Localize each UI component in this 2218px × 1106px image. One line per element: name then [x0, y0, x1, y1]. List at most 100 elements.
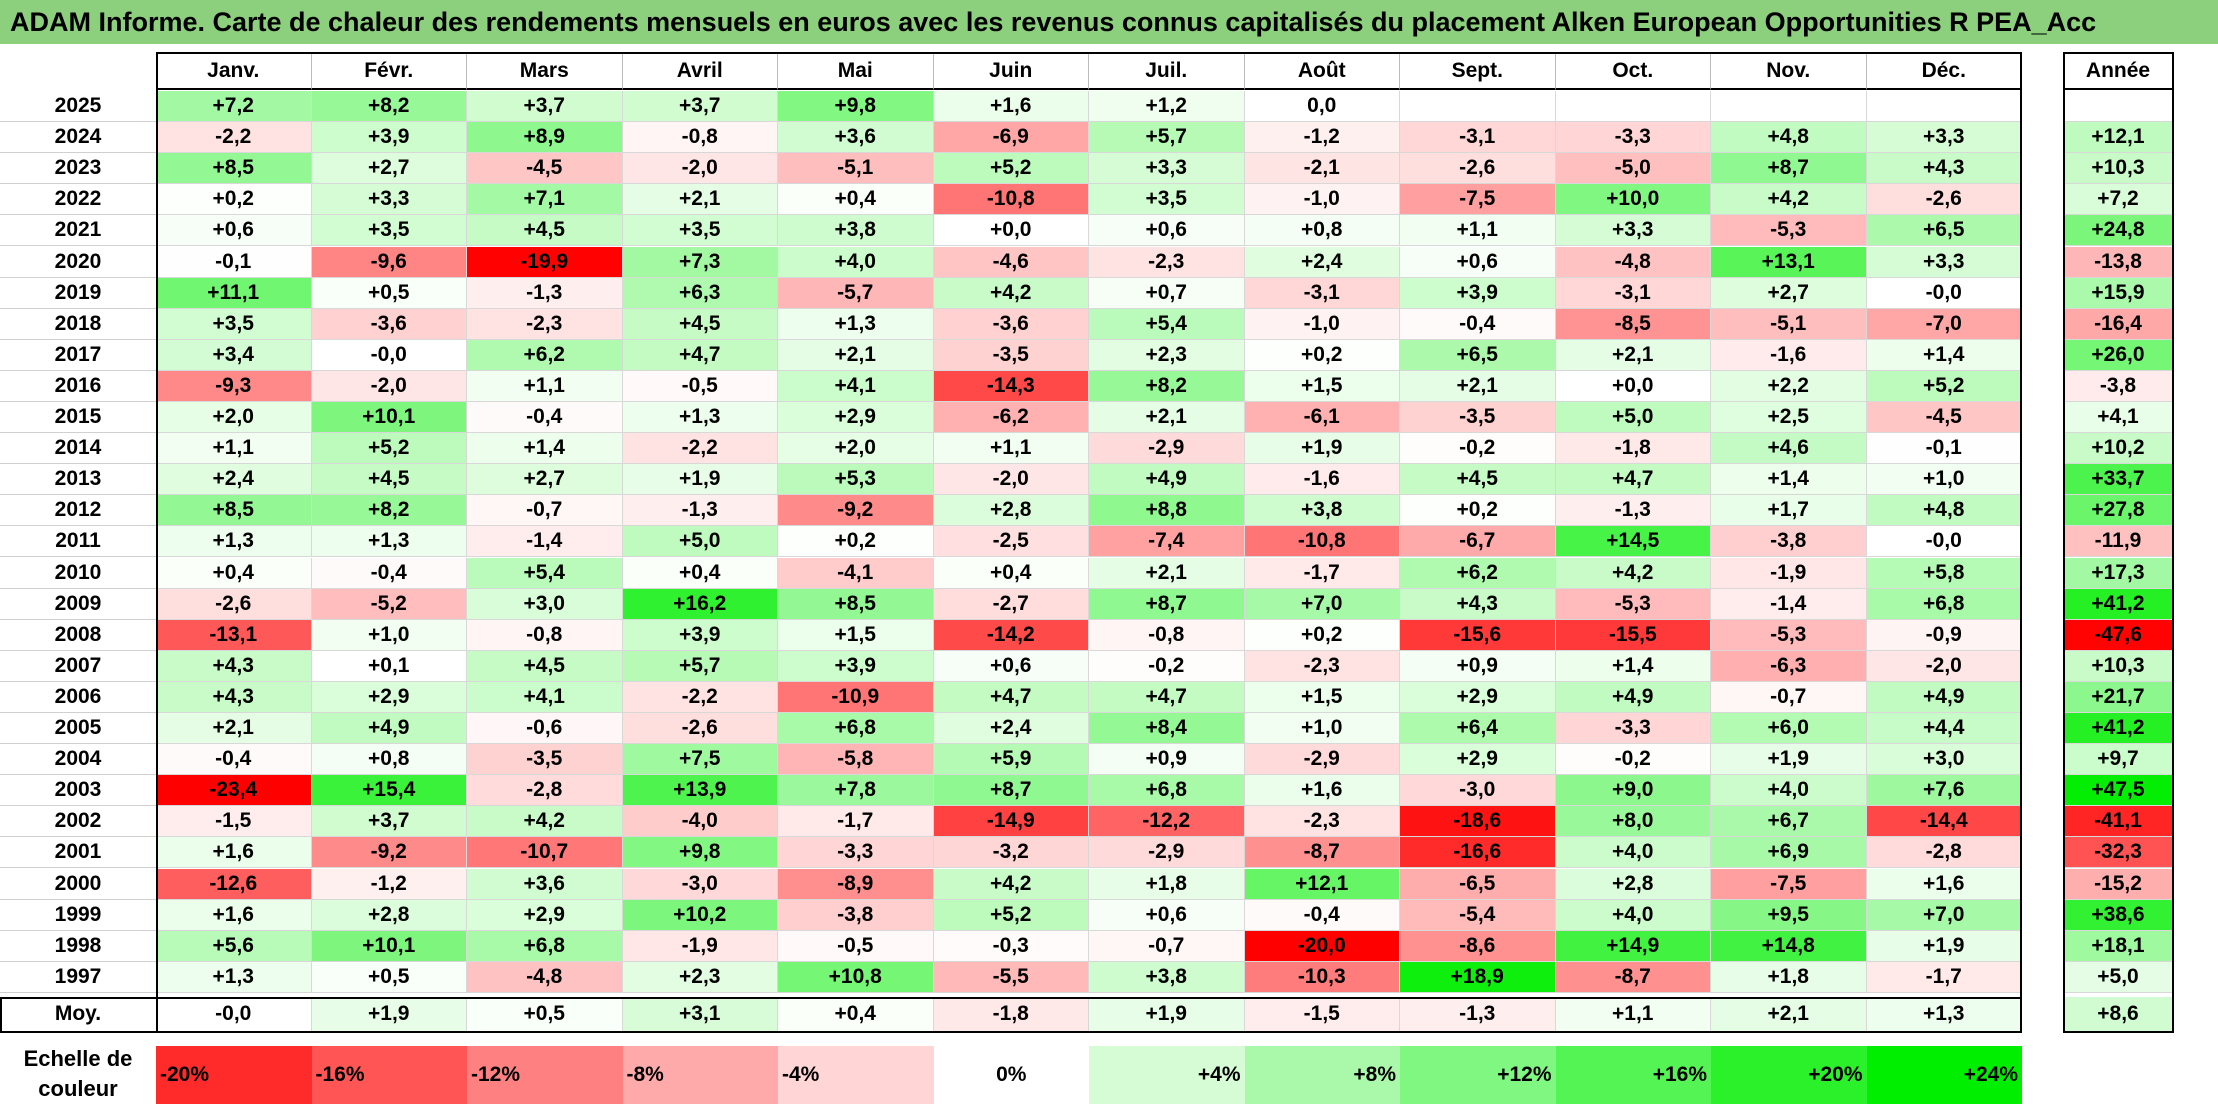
heatmap-cell: +1,3 [311, 526, 467, 558]
heatmap-cell: -3,5 [467, 744, 623, 776]
heatmap-cell: +0,6 [1400, 246, 1556, 278]
heatmap-cell: +1,9 [1866, 930, 2022, 962]
heatmap-cell: +0,6 [156, 215, 312, 247]
heatmap-cell: +5,0 [1555, 402, 1711, 434]
heatmap-cell: -0,7 [467, 495, 623, 527]
annual-cell: +33,7 [2063, 464, 2174, 496]
heatmap-cell: +6,8 [778, 713, 934, 745]
heatmap-cell: +4,2 [933, 868, 1089, 900]
heatmap-cell: +4,2 [1711, 184, 1867, 216]
heatmap-cell: +3,0 [1866, 744, 2022, 776]
heatmap-cell: +8,2 [1089, 370, 1245, 402]
average-cell: -1,5 [1244, 996, 1400, 1033]
heatmap-cell: +6,2 [1400, 557, 1556, 589]
annual-cell: -41,1 [2063, 806, 2174, 838]
heatmap-cell: +7,2 [156, 91, 312, 123]
year-label: 2017 [0, 339, 156, 371]
average-cell: +1,1 [1555, 996, 1711, 1033]
heatmap-cell: -2,1 [1244, 153, 1400, 185]
heatmap-cell: -6,1 [1244, 402, 1400, 434]
heatmap-cell: -12,6 [156, 868, 312, 900]
heatmap-cell: -2,0 [622, 153, 778, 185]
heatmap-cell: +1,4 [1711, 464, 1867, 496]
heatmap-cell: +1,4 [1555, 650, 1711, 682]
column-header: Mai [778, 52, 934, 90]
column-header: Déc. [1866, 52, 2022, 90]
year-label: 2021 [0, 215, 156, 247]
heatmap-cell: +1,0 [1244, 713, 1400, 745]
heatmap-cell: -3,1 [1555, 277, 1711, 309]
heatmap-cell: +0,7 [1089, 277, 1245, 309]
heatmap-cell: +10,0 [1555, 184, 1711, 216]
heatmap-cell: +7,6 [1866, 775, 2022, 807]
heatmap-cell: +1,6 [156, 837, 312, 869]
heatmap-cell: -1,3 [467, 277, 623, 309]
annual-cell: +15,9 [2063, 277, 2174, 309]
average-cell: -1,3 [1400, 996, 1556, 1033]
heatmap-cell: -2,6 [1866, 184, 2022, 216]
heatmap-cell: +3,9 [778, 650, 934, 682]
heatmap-cell: -0,0 [311, 339, 467, 371]
average-label: Moy. [0, 996, 156, 1033]
year-label: 2010 [0, 557, 156, 589]
heatmap-cell: +4,8 [1866, 495, 2022, 527]
heatmap-cell: +4,2 [933, 277, 1089, 309]
year-label: 2016 [0, 370, 156, 402]
heatmap-cell: -4,8 [1555, 246, 1711, 278]
heatmap-cell: -9,2 [311, 837, 467, 869]
heatmap-cell: +4,1 [778, 370, 934, 402]
annual-cell: +7,2 [2063, 184, 2174, 216]
heatmap-cell: -8,7 [1244, 837, 1400, 869]
annual-cell: -11,9 [2063, 526, 2174, 558]
heatmap-cell: +3,9 [622, 619, 778, 651]
year-label: 2001 [0, 837, 156, 869]
heatmap-cell: +6,3 [622, 277, 778, 309]
heatmap-cell: +8,2 [311, 495, 467, 527]
heatmap-cell: +10,1 [311, 930, 467, 962]
heatmap-cell: +1,4 [1866, 339, 2022, 371]
heatmap-cell: -2,0 [311, 370, 467, 402]
heatmap-cell: +3,5 [311, 215, 467, 247]
heatmap-cell: -2,2 [622, 433, 778, 465]
year-label: 2009 [0, 588, 156, 620]
heatmap-cell: -0,4 [156, 744, 312, 776]
heatmap-cell [1711, 91, 1867, 123]
heatmap-cell: +2,1 [156, 713, 312, 745]
heatmap-cell: -16,6 [1400, 837, 1556, 869]
heatmap-cell: +8,7 [1089, 588, 1245, 620]
annual-cell: +4,1 [2063, 402, 2174, 434]
heatmap-cell: +1,7 [1711, 495, 1867, 527]
year-label: 2022 [0, 184, 156, 216]
heatmap-cell: +3,3 [1866, 246, 2022, 278]
heatmap-cell: -2,6 [156, 588, 312, 620]
heatmap-cell: -4,6 [933, 246, 1089, 278]
heatmap-cell: +4,3 [156, 650, 312, 682]
heatmap-cell: +2,1 [778, 339, 934, 371]
heatmap-cell: -2,3 [1089, 246, 1245, 278]
heatmap-cell: -6,5 [1400, 868, 1556, 900]
heatmap-cell: -0,8 [622, 122, 778, 154]
heatmap-cell: +8,5 [156, 153, 312, 185]
annual-cell: +18,1 [2063, 930, 2174, 962]
heatmap-cell: -4,8 [467, 961, 623, 993]
heatmap-cell: -9,3 [156, 370, 312, 402]
heatmap-cell: -5,4 [1400, 899, 1556, 931]
heatmap-cell: -5,3 [1711, 619, 1867, 651]
annual-cell: +10,3 [2063, 650, 2174, 682]
heatmap-cell: +4,2 [467, 806, 623, 838]
year-label: 2003 [0, 775, 156, 807]
heatmap-cell: +2,9 [1400, 744, 1556, 776]
heatmap-cell: -2,5 [933, 526, 1089, 558]
average-cell: +0,5 [467, 996, 623, 1033]
heatmap-cell: +3,5 [622, 215, 778, 247]
heatmap-cell: +6,0 [1711, 713, 1867, 745]
heatmap-cell: -10,9 [778, 681, 934, 713]
heatmap-cell: -3,5 [933, 339, 1089, 371]
heatmap-cell: -3,6 [311, 308, 467, 340]
heatmap-cell: +6,2 [467, 339, 623, 371]
heatmap-cell: +3,3 [1089, 153, 1245, 185]
heatmap-cell [1400, 91, 1556, 123]
heatmap-cell: -6,3 [1711, 650, 1867, 682]
heatmap-cell: -2,6 [622, 713, 778, 745]
heatmap-cell: +1,6 [156, 899, 312, 931]
